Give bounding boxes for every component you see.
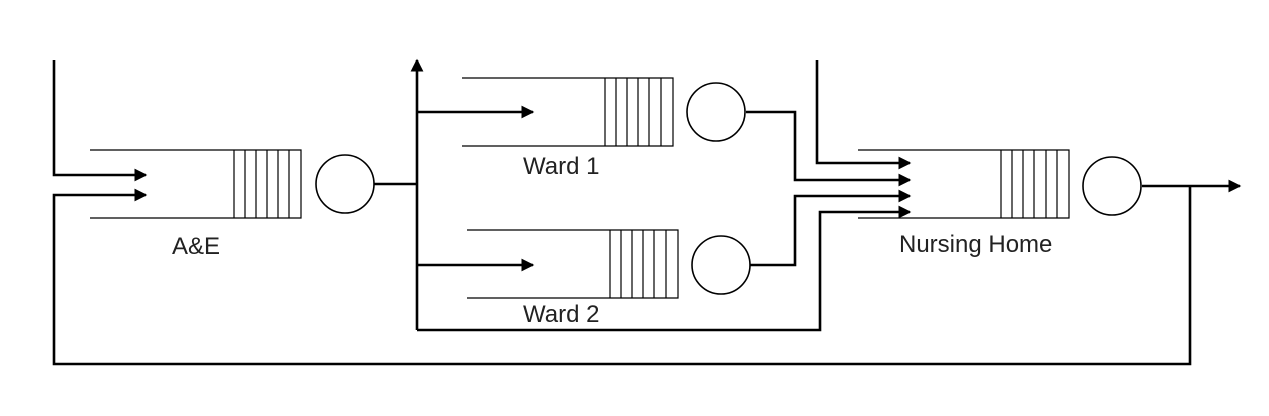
nursing-home-server-circle [1082,156,1142,216]
ward2-queue-buffer [467,229,679,299]
ae-label: A&E [172,233,220,260]
nursing-home-queue-buffer [858,149,1070,219]
ae-queue-buffer [90,149,302,219]
external-arrival-line [52,60,148,182]
nursing-home-external-arrival-line [815,60,912,170]
ward1-server-circle [686,82,746,142]
ward1-output-line [746,110,912,187]
ward2-server-circle [691,235,751,295]
bypass-to-nursing-home-line [417,205,912,332]
ward2-label: Ward 2 [523,301,599,328]
feedback-arrival-line [52,186,1192,366]
ae-server-circle [315,154,375,214]
nursing-home-label: Nursing Home [899,231,1052,258]
ward1-queue-buffer [462,77,674,147]
ward1-label: Ward 1 [523,153,599,180]
ward2-output-line [746,189,912,267]
